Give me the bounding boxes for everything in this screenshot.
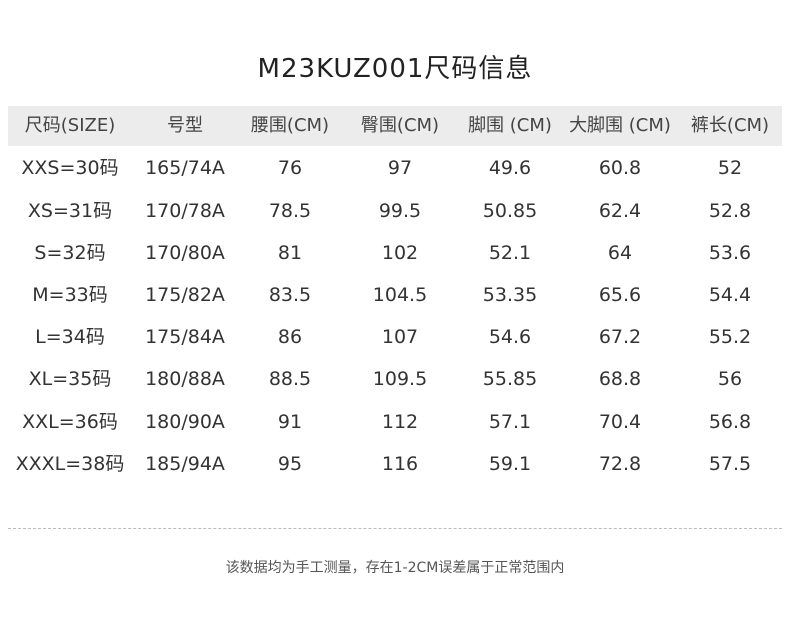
table-cell: 104.5 bbox=[372, 284, 428, 306]
table-cell: 86 bbox=[277, 326, 303, 348]
table-cell: 81 bbox=[277, 242, 303, 264]
table-cell: 62.4 bbox=[598, 200, 642, 222]
table-cell: 68.8 bbox=[598, 368, 642, 390]
column-header: 尺码(SIZE) bbox=[24, 115, 116, 136]
table-cell: 52.1 bbox=[488, 242, 532, 264]
table-cell: 57.5 bbox=[708, 453, 752, 475]
column-header: 腰围(CM) bbox=[250, 115, 330, 136]
table-cell: XS=31码 bbox=[27, 200, 113, 222]
table-cell: 67.2 bbox=[598, 326, 642, 348]
table-cell: 54.4 bbox=[708, 284, 752, 306]
table-cell: 49.6 bbox=[488, 157, 532, 179]
table-cell: 53.35 bbox=[482, 284, 538, 306]
footnote: 该数据均为手工测量，存在1-2CM误差属于正常范围内 bbox=[225, 560, 565, 576]
table-cell: 52 bbox=[717, 157, 743, 179]
column-header: 脚围 (CM) bbox=[468, 115, 552, 136]
table-cell: 59.1 bbox=[488, 453, 532, 475]
title: M23KUZ001尺码信息 bbox=[257, 54, 533, 84]
table-cell: 180/90A bbox=[145, 411, 225, 433]
table-cell: 72.8 bbox=[598, 453, 642, 475]
table-cell: 50.85 bbox=[482, 200, 538, 222]
table-cell: 170/80A bbox=[145, 242, 225, 264]
table-cell: 165/74A bbox=[145, 157, 225, 179]
table-cell: 185/94A bbox=[145, 453, 225, 475]
table-cell: XL=35码 bbox=[28, 368, 112, 390]
table-cell: 170/78A bbox=[145, 200, 225, 222]
table-cell: 107 bbox=[381, 326, 419, 348]
table-cell: 102 bbox=[381, 242, 419, 264]
column-header: 号型 bbox=[167, 115, 203, 136]
table-cell: 95 bbox=[277, 453, 303, 475]
table-cell: 70.4 bbox=[598, 411, 642, 433]
column-header: 臀围(CM) bbox=[360, 115, 440, 136]
table-cell: 76 bbox=[277, 157, 303, 179]
table-cell: 175/82A bbox=[145, 284, 225, 306]
table-cell: 97 bbox=[387, 157, 413, 179]
table-cell: 52.8 bbox=[708, 200, 752, 222]
column-header: 裤长(CM) bbox=[690, 115, 770, 136]
table-cell: 60.8 bbox=[598, 157, 642, 179]
table-cell: XXL=36码 bbox=[22, 411, 118, 433]
table-cell: XXS=30码 bbox=[21, 157, 119, 179]
table-cell: 54.6 bbox=[488, 326, 532, 348]
table-cell: 57.1 bbox=[488, 411, 532, 433]
table-cell: 112 bbox=[381, 411, 419, 433]
table-cell: 88.5 bbox=[268, 368, 312, 390]
table-cell: 91 bbox=[277, 411, 303, 433]
table-cell: 83.5 bbox=[268, 284, 312, 306]
table-cell: 116 bbox=[381, 453, 419, 475]
divider bbox=[8, 528, 782, 529]
table-cell: 99.5 bbox=[378, 200, 422, 222]
table-cell: 55.2 bbox=[708, 326, 752, 348]
table-cell: 64 bbox=[607, 242, 633, 264]
table-cell: 180/88A bbox=[145, 368, 225, 390]
table-cell: 78.5 bbox=[268, 200, 312, 222]
table-cell: 56 bbox=[717, 368, 743, 390]
column-header: 大脚围 (CM) bbox=[569, 115, 671, 136]
table-cell: 56.8 bbox=[708, 411, 752, 433]
table-cell: 175/84A bbox=[145, 326, 225, 348]
table-cell: M=33码 bbox=[32, 284, 108, 306]
table-cell: 65.6 bbox=[598, 284, 642, 306]
table-cell: S=32码 bbox=[34, 242, 106, 264]
table-cell: L=34码 bbox=[35, 326, 105, 348]
table-header-background bbox=[8, 106, 782, 146]
table-cell: 53.6 bbox=[708, 242, 752, 264]
table-cell: 55.85 bbox=[482, 368, 538, 390]
table-cell: XXXL=38码 bbox=[15, 453, 125, 475]
table-cell: 109.5 bbox=[372, 368, 428, 390]
